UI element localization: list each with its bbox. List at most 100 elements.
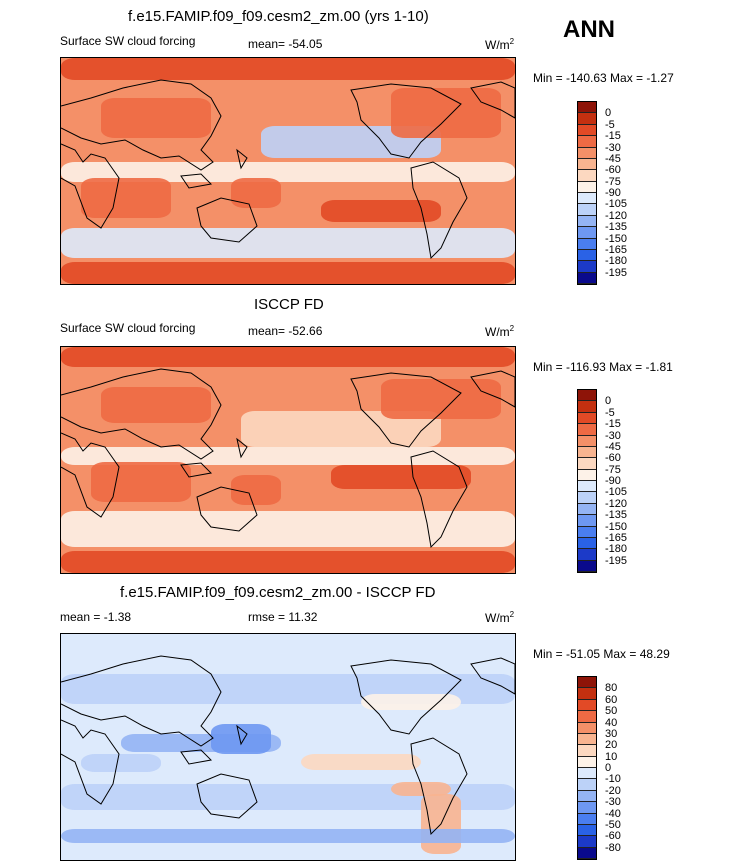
season-label: ANN	[563, 16, 615, 43]
colorbar-label: -60	[605, 164, 621, 177]
panel2-title: ISCCP FD	[254, 296, 324, 313]
colorbar-label: -195	[605, 554, 628, 567]
colorbar-label: -105	[605, 198, 628, 211]
panel2-colorbar: 0 -5 -15 -30 -45 -60 -75 -90 -105 -120 -135 -150 -16…	[577, 389, 627, 573]
colorbar-label: 60	[605, 693, 618, 706]
colorbar-label: -30	[605, 429, 621, 442]
panel2-map	[60, 346, 516, 574]
coastline	[350, 372, 462, 448]
colorbar-swatch	[578, 147, 596, 159]
colorbar-swatch	[578, 261, 596, 273]
contour-region	[101, 98, 211, 138]
contour-region	[81, 178, 171, 218]
colorbar-label: 50	[605, 705, 618, 718]
contour-region	[81, 754, 161, 772]
colorbar-swatch	[578, 170, 596, 182]
panel3-colorbar: 80 60 50 40 30 20 10 0 -10 -20 -30 -40 -50 -60 -80	[577, 676, 621, 860]
colorbar-swatch	[578, 481, 596, 493]
colorbar-swatch	[578, 802, 596, 814]
colorbar-label: -45	[605, 440, 621, 453]
coastline	[180, 749, 213, 765]
colorbar-swatch	[578, 526, 596, 538]
colorbar-label: -180	[605, 255, 628, 268]
coastline	[350, 659, 462, 735]
colorbar-label: -15	[605, 130, 621, 143]
panel3-rmse: rmse = 11.32	[248, 610, 318, 624]
colorbar-label: -15	[605, 418, 621, 431]
colorbar-swatch	[578, 193, 596, 205]
colorbar-label: 20	[605, 739, 618, 752]
contour-region	[391, 782, 451, 796]
coastline	[61, 719, 120, 805]
contour-region	[231, 178, 281, 208]
colorbar-label: 0	[605, 107, 612, 120]
colorbar-swatch	[578, 136, 596, 148]
colorbar-label: -5	[605, 118, 615, 131]
colorbar-swatch	[578, 390, 596, 402]
colorbar-label: -165	[605, 243, 628, 256]
coastline	[236, 148, 248, 170]
colorbar-label: -20	[605, 784, 621, 797]
colorbar-swatch	[578, 215, 596, 228]
panel2-mean: mean= -52.66	[248, 324, 323, 338]
colorbar-swatch	[578, 779, 596, 791]
colorbar-swatch	[578, 503, 596, 516]
contour-region	[61, 262, 515, 284]
panel1-mean: mean= -54.05	[248, 37, 323, 51]
colorbar-label: -60	[605, 830, 621, 843]
contour-region	[101, 387, 211, 423]
colorbar-swatch	[578, 699, 596, 712]
coastline	[470, 370, 515, 408]
colorbar-label: -150	[605, 232, 628, 245]
colorbar-label: -40	[605, 807, 621, 820]
colorbar-label: 0	[605, 395, 612, 408]
colorbar-swatch	[578, 102, 596, 114]
colorbar-label: -120	[605, 497, 628, 510]
colorbar-swatch	[578, 560, 596, 572]
panel3-minmax: Min = -51.05 Max = 48.29	[533, 647, 670, 661]
panel1-units: W/m2	[485, 37, 515, 52]
panel3-title: f.e15.FAMIP.f09_f09.cesm2_zm.00 - ISCCP …	[120, 584, 436, 601]
contour-region	[61, 162, 515, 182]
contour-region	[241, 411, 441, 447]
colorbar-swatch	[578, 733, 596, 746]
coastline	[61, 143, 120, 229]
contour-region	[211, 724, 271, 754]
coastline	[196, 773, 258, 819]
panel1-map	[60, 57, 516, 285]
panel2-variable: Surface SW cloud forcing	[60, 321, 196, 335]
colorbar-swatch	[578, 124, 596, 137]
colorbar-swatch	[578, 677, 596, 689]
coastline	[61, 432, 120, 518]
colorbar-label: -180	[605, 543, 628, 556]
colorbar-swatch	[578, 492, 596, 504]
panel2-minmax: Min = -116.93 Max = -1.81	[533, 360, 673, 374]
colorbar-label: 30	[605, 727, 618, 740]
contour-region	[61, 511, 515, 547]
colorbar-label: -195	[605, 266, 628, 279]
contour-region	[391, 88, 501, 138]
colorbar-swatch	[578, 768, 596, 780]
colorbar-label: -75	[605, 175, 621, 188]
colorbar-swatch	[578, 446, 596, 459]
colorbar-swatch	[578, 458, 596, 470]
colorbar-swatch	[578, 272, 596, 284]
contour-region	[61, 58, 515, 80]
panel1-variable: Surface SW cloud forcing	[60, 34, 196, 48]
coastline	[61, 79, 222, 171]
colorbar-swatch	[578, 537, 596, 550]
colorbar-label: -90	[605, 187, 621, 199]
coastline	[236, 437, 248, 459]
coastline	[196, 197, 258, 243]
panel3-units: W/m2	[485, 610, 515, 625]
colorbar-label: -75	[605, 463, 621, 476]
colorbar-label: 40	[605, 716, 618, 729]
colorbar-label: -90	[605, 475, 621, 487]
colorbar-label: -165	[605, 531, 628, 544]
contour-region	[91, 462, 191, 502]
colorbar-swatch	[578, 847, 596, 859]
colorbar-swatch	[578, 435, 596, 447]
colorbar-label: -5	[605, 406, 615, 419]
contour-region	[381, 379, 501, 419]
colorbar-label: -30	[605, 141, 621, 154]
